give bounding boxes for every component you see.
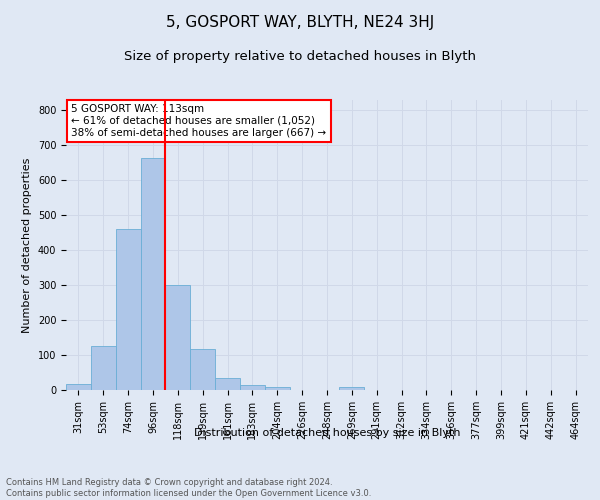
Text: Distribution of detached houses by size in Blyth: Distribution of detached houses by size … xyxy=(194,428,460,438)
Bar xyxy=(240,385,265,390)
Bar xyxy=(340,386,364,390)
Text: 5 GOSPORT WAY: 113sqm
← 61% of detached houses are smaller (1,052)
38% of semi-d: 5 GOSPORT WAY: 113sqm ← 61% of detached … xyxy=(71,104,326,138)
Bar xyxy=(116,230,140,390)
Bar xyxy=(190,350,215,390)
Text: Contains HM Land Registry data © Crown copyright and database right 2024.
Contai: Contains HM Land Registry data © Crown c… xyxy=(6,478,371,498)
Y-axis label: Number of detached properties: Number of detached properties xyxy=(22,158,32,332)
Text: Size of property relative to detached houses in Blyth: Size of property relative to detached ho… xyxy=(124,50,476,63)
Bar xyxy=(215,378,240,390)
Text: 5, GOSPORT WAY, BLYTH, NE24 3HJ: 5, GOSPORT WAY, BLYTH, NE24 3HJ xyxy=(166,15,434,30)
Bar xyxy=(166,285,190,390)
Bar xyxy=(91,346,116,390)
Bar xyxy=(140,158,166,390)
Bar xyxy=(66,384,91,390)
Bar xyxy=(265,386,290,390)
